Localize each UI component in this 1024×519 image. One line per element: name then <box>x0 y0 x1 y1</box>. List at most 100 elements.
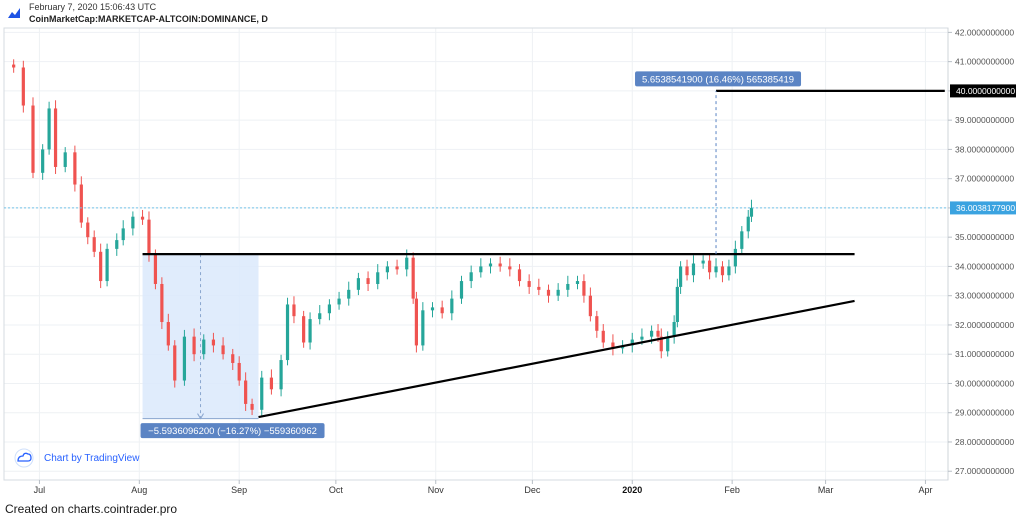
candle-body <box>192 336 196 355</box>
measure-label: 5.6538541900 (16.46%) 565385419 <box>642 74 794 85</box>
candle <box>292 296 296 324</box>
candle-body <box>166 322 170 346</box>
candle-body <box>260 377 264 410</box>
price-tag-label: 40.0000000000 <box>956 86 1015 96</box>
measure-label-box <box>140 423 325 439</box>
candle <box>182 329 187 386</box>
price-chart[interactable]: −5.5936096200 (−16.27%) −559360962 5.6538… <box>0 0 1024 500</box>
candle-body <box>131 216 135 229</box>
tradingview-watermark[interactable]: Chart by TradingView <box>14 448 140 468</box>
candle <box>479 258 483 278</box>
candle-body <box>459 281 464 299</box>
candle <box>498 256 502 272</box>
candle-body <box>727 266 731 276</box>
price-tag-box <box>950 201 1016 215</box>
candle-body <box>746 216 750 232</box>
candle <box>308 312 312 350</box>
candle-body <box>508 266 512 270</box>
candle-body <box>99 251 103 282</box>
candle <box>221 337 225 360</box>
candle-body <box>421 310 425 346</box>
x-tick-label: Sep <box>231 485 247 495</box>
candle <box>740 226 744 255</box>
candle-body <box>749 207 754 217</box>
candle-body <box>140 216 145 220</box>
chart-symbol: CoinMarketCap:MARKETCAP-ALTCOIN:DOMINANC… <box>29 14 268 24</box>
trendline-support[interactable] <box>258 299 855 419</box>
measure-selection <box>142 254 259 420</box>
y-tick-label: 28.0000000000 <box>955 437 1014 447</box>
candle-body <box>714 266 718 273</box>
candle-body <box>666 336 670 352</box>
candle <box>746 209 750 239</box>
candle-body <box>63 152 67 167</box>
candle <box>630 332 634 353</box>
y-tick-label: 38.0000000000 <box>955 144 1014 154</box>
candle-body <box>395 266 399 270</box>
candle-body <box>479 266 483 273</box>
candle <box>701 255 705 269</box>
y-tick-label: 33.0000000000 <box>955 291 1014 301</box>
candle <box>73 145 77 192</box>
candle <box>675 278 679 328</box>
candle <box>527 274 531 294</box>
candle <box>385 261 389 280</box>
candle <box>302 310 306 348</box>
y-tick-label: 30.0000000000 <box>955 378 1014 388</box>
candle-body <box>337 298 341 305</box>
candle <box>121 220 125 246</box>
candle-body <box>498 263 502 267</box>
candle <box>41 144 45 180</box>
candle-body <box>92 237 96 252</box>
candle-body <box>595 316 599 331</box>
candle-body <box>366 278 370 284</box>
candle-body <box>691 263 696 276</box>
candle-body <box>517 269 522 282</box>
candle <box>318 305 322 325</box>
candle <box>166 313 170 351</box>
candle <box>115 233 119 256</box>
x-tick-label: Apr <box>918 485 932 495</box>
candle <box>450 290 454 321</box>
price-tags: 40.0000000000 36.0038177900 <box>950 84 1016 215</box>
x-tick-label: Dec <box>524 485 541 495</box>
candle <box>92 230 96 258</box>
candle-body <box>685 266 689 276</box>
candle-body <box>611 342 615 349</box>
candle <box>356 272 361 296</box>
candle <box>469 265 473 289</box>
candle-body <box>160 283 164 323</box>
candle <box>421 302 425 351</box>
candle-body <box>733 248 737 267</box>
y-tick-label: 42.0000000000 <box>955 27 1014 37</box>
candle <box>678 261 683 294</box>
candle-body <box>537 286 541 290</box>
candle-body <box>588 295 592 317</box>
chart-timestamp: February 7, 2020 15:06:43 UTC <box>29 2 157 12</box>
candle-body <box>356 278 361 290</box>
candle <box>131 211 135 236</box>
y-tick-label: 35.0000000000 <box>955 232 1014 242</box>
candle <box>279 354 283 397</box>
candle-body <box>582 281 586 296</box>
candle-body <box>327 304 332 314</box>
candle-body <box>292 304 296 317</box>
trendlines <box>142 89 945 419</box>
candle-body <box>656 330 660 337</box>
chart-header: February 7, 2020 15:06:43 UTC CoinMarket… <box>0 0 1024 26</box>
candle <box>53 100 58 174</box>
candle <box>202 334 206 360</box>
candle <box>733 240 737 274</box>
candle-body <box>279 360 283 390</box>
candle-body <box>21 67 25 106</box>
candle-body <box>86 222 90 238</box>
candle <box>285 297 290 366</box>
candle <box>86 217 90 245</box>
candle-body <box>173 345 177 381</box>
candle-body <box>73 152 77 185</box>
candle-body <box>450 298 454 314</box>
candle-body <box>12 64 16 68</box>
candle <box>595 310 599 338</box>
candle-body <box>659 336 663 352</box>
candle <box>459 275 464 304</box>
